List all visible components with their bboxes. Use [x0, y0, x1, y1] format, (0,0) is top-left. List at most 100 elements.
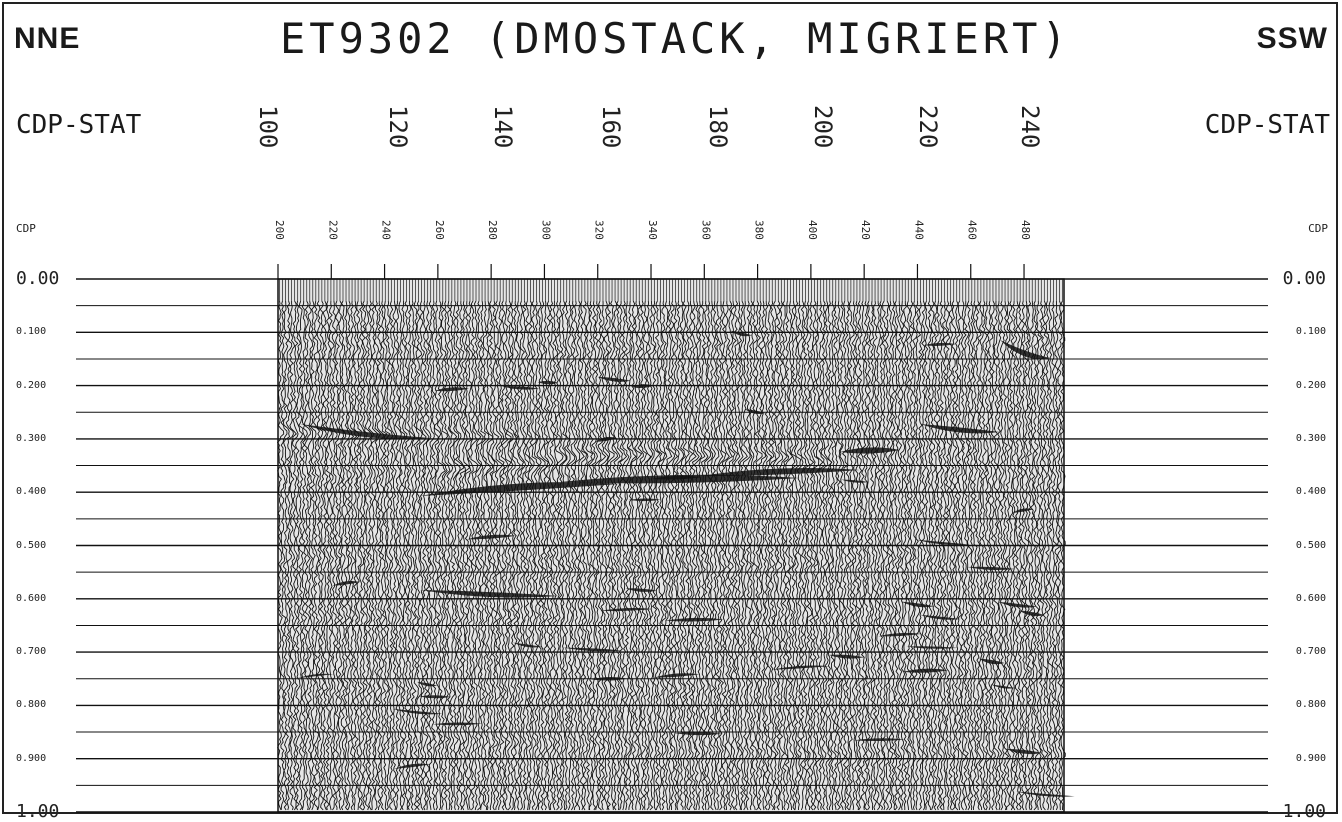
cdp-tick-label: 360 — [699, 220, 713, 240]
reflector-lens — [501, 386, 540, 390]
cdp-stat-label-left: CDP-STAT — [16, 110, 142, 140]
reflector-lens — [1012, 508, 1034, 513]
time-label-left: 0.500 — [16, 539, 47, 551]
timing-lines — [76, 278, 1268, 813]
reflector-lens — [978, 658, 1005, 665]
reflector-lens — [393, 763, 431, 770]
station-tick-label: 200 — [809, 105, 837, 149]
station-tick-label: 180 — [704, 105, 732, 149]
reflector-lens — [600, 607, 653, 612]
station-tick-label: 160 — [597, 105, 625, 149]
reflector-lens — [651, 475, 702, 480]
time-label-left: 0.00 — [16, 268, 60, 289]
reflector-lens — [434, 387, 470, 392]
time-label-right: 0.200 — [1295, 379, 1326, 391]
reflector-lens — [653, 673, 700, 678]
reflector-lens — [332, 581, 361, 586]
time-label-right: 1.00 — [1282, 801, 1326, 822]
direction-left-label: NNE — [14, 22, 81, 55]
station-tick-label: 120 — [384, 105, 412, 149]
cdp-tick-label: 300 — [539, 220, 553, 240]
reflector-lens — [998, 601, 1038, 608]
reflector-lens — [990, 684, 1016, 689]
time-label-left: 0.800 — [16, 699, 47, 711]
reflector-lens — [700, 468, 860, 476]
reflector-lens — [432, 722, 483, 726]
station-tick-label: 140 — [489, 105, 517, 149]
station-tick-label: 220 — [914, 105, 942, 149]
time-label-left: 0.400 — [16, 486, 47, 498]
top-band — [279, 279, 1063, 301]
reflector-lens — [771, 665, 830, 670]
cdp-tick-label: 400 — [805, 220, 819, 240]
reflector-lens — [674, 732, 723, 736]
cdp-tick-label: 240 — [379, 220, 393, 240]
time-label-right: 0.100 — [1295, 326, 1326, 338]
reflector-lens — [923, 342, 957, 346]
cdp-label-left: CDP — [16, 222, 36, 235]
reflector-lens — [1018, 610, 1045, 617]
reflector-lens — [840, 447, 900, 454]
reflector-lens — [625, 588, 658, 592]
reflector-lens — [744, 409, 766, 415]
time-label-left: 0.900 — [16, 752, 47, 764]
reflector-lens — [841, 479, 869, 483]
reflector-lens — [901, 601, 935, 608]
reflector-lens — [1000, 340, 1050, 360]
reflector-lens — [902, 668, 949, 673]
time-label-right: 0.500 — [1295, 539, 1326, 551]
reflector-lens — [915, 539, 969, 545]
reflector-lens — [853, 738, 905, 742]
cdp-tick-marks — [277, 264, 1025, 279]
time-label-left: 0.700 — [16, 646, 47, 658]
time-label-left: 1.00 — [16, 801, 60, 822]
reflector-lens — [906, 646, 959, 649]
cdp-tick-label: 320 — [592, 220, 606, 240]
reflector-lens — [392, 708, 443, 715]
reflector-lens — [466, 534, 517, 540]
time-label-right: 0.00 — [1282, 268, 1326, 289]
time-label-left: 0.200 — [16, 379, 47, 391]
cdp-stat-label-right: CDP-STAT — [1204, 110, 1330, 140]
reflector-lens — [297, 673, 334, 679]
reflector-lens — [919, 614, 961, 620]
station-tick-label: 100 — [254, 105, 282, 149]
reflector-lens — [512, 642, 542, 648]
time-label-left: 0.600 — [16, 592, 47, 604]
cdp-tick-label: 280 — [486, 220, 500, 240]
cdp-tick-label: 200 — [273, 220, 286, 240]
time-label-right: 0.700 — [1295, 646, 1326, 658]
reflector-lens — [967, 566, 1016, 571]
reflector-lens — [828, 654, 865, 659]
reflector-lens — [563, 647, 623, 652]
cdp-tick-label: 420 — [859, 220, 873, 240]
reflector-lens — [1005, 748, 1043, 755]
direction-right-label: SSW — [1256, 22, 1328, 55]
reflector-lens — [418, 695, 451, 699]
reflector-lens — [878, 632, 922, 637]
time-label-right: 0.900 — [1295, 752, 1326, 764]
time-label-left: 0.300 — [16, 432, 47, 444]
time-label-right: 0.300 — [1295, 432, 1326, 444]
cdp-tick-label: 220 — [326, 220, 340, 240]
reflector-lens — [920, 424, 1000, 434]
station-tick-label: 240 — [1016, 105, 1044, 149]
cdp-label-right: CDP — [1308, 222, 1328, 235]
time-label-right: 0.600 — [1295, 592, 1326, 604]
reflector-lens — [420, 590, 560, 598]
cdp-tick-label: 480 — [1019, 220, 1033, 240]
cdp-tick-label: 260 — [432, 220, 446, 240]
reflector-lens — [537, 380, 559, 385]
time-label-left: 0.100 — [16, 326, 47, 338]
cdp-tick-label: 380 — [752, 220, 766, 240]
reflector-lens — [628, 498, 661, 502]
reflector-lens — [597, 376, 631, 382]
cdp-tick-label: 340 — [646, 220, 660, 240]
time-label-right: 0.800 — [1295, 699, 1326, 711]
section-title: ET9302 (DMOSTACK, MIGRIERT) — [280, 14, 1071, 63]
cdp-tick-label: 460 — [965, 220, 979, 240]
reflector-lens — [416, 681, 438, 687]
reflector-lens — [300, 424, 430, 440]
